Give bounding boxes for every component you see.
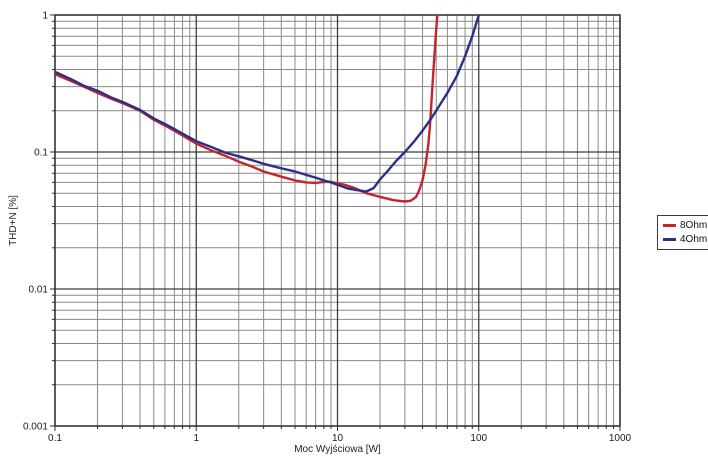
- legend: 8Ohm 4Ohm: [657, 215, 708, 250]
- x-tick-label: 1000: [609, 433, 632, 444]
- legend-label-8ohm: 8Ohm: [680, 220, 708, 231]
- x-tick-label: 0.1: [48, 433, 62, 444]
- x-axis-title: Moc Wyjściowa [W]: [294, 444, 381, 455]
- legend-label-4ohm: 4Ohm: [680, 234, 708, 245]
- x-tick-label: 10: [332, 433, 344, 444]
- y-tick-label: 0.01: [29, 285, 49, 296]
- legend-item-8ohm: 8Ohm: [663, 220, 707, 231]
- x-tick-label: 1: [193, 433, 199, 444]
- series-8ohm-line: [55, 15, 439, 203]
- tick-labels: 0.1 1 10 100 1000 1 0.1 0.01 0.001: [23, 11, 632, 445]
- y-axis-title-wrap: THD+N [%]: [2, 15, 24, 426]
- axis-ticks: [50, 14, 621, 431]
- y-tick-label: 1: [42, 11, 48, 22]
- x-tick-label: 100: [470, 433, 487, 444]
- series-swatch-8ohm: [663, 224, 676, 227]
- y-tick-label: 0.1: [34, 148, 48, 159]
- y-tick-label: 0.001: [23, 422, 48, 433]
- y-axis-title: THD+N [%]: [7, 195, 19, 246]
- series-swatch-4ohm: [663, 238, 676, 241]
- legend-item-4ohm: 4Ohm: [663, 234, 707, 245]
- series-4ohm-line: [55, 15, 481, 193]
